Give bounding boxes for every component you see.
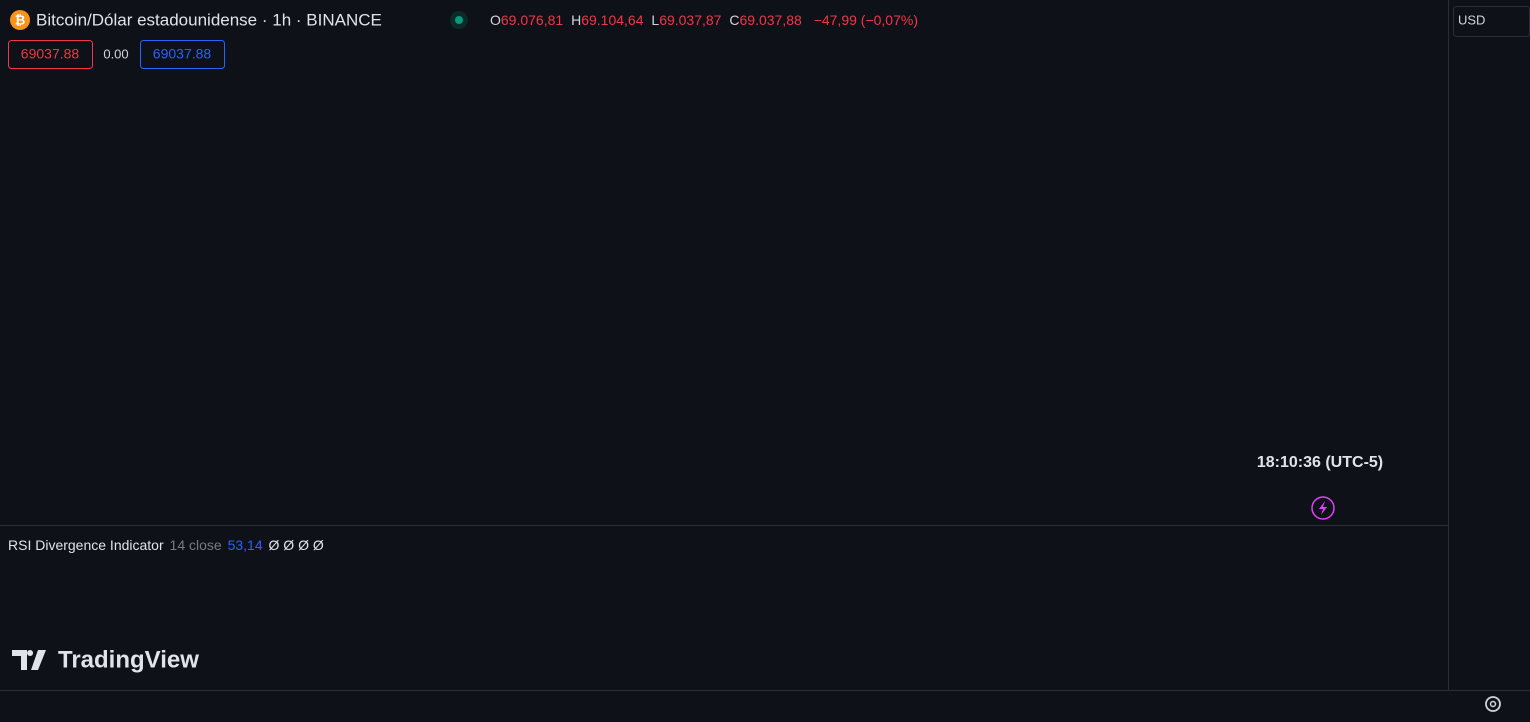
sell-button[interactable] (8, 40, 93, 69)
currency: USD (1458, 12, 1485, 27)
indicator-name: RSI Divergence Indicator (8, 537, 164, 553)
clock: 18:10:36 (UTC-5) (1257, 454, 1383, 471)
ohlc-key: O (490, 12, 501, 28)
ohlc-key: L (651, 12, 659, 28)
ohlc: O69.076,81 H69.104,64 L69.037,87 C69.037… (490, 12, 918, 28)
symbol-title[interactable]: Bitcoin/Dólar estadounidense · 1h · BINA… (36, 10, 382, 29)
ohlc-key: H (571, 12, 581, 28)
buy-price: 69037.88 (153, 46, 212, 62)
price-change: −47,99 (−0,07%) (814, 12, 918, 28)
settings-icon-center (1489, 700, 1497, 708)
ohlc-value: 69.104,64 (581, 12, 643, 28)
indicator-params: 14 close (170, 537, 222, 553)
lightning (1319, 501, 1327, 515)
ohlc-value: 69.076,81 (501, 12, 563, 28)
ohlc-key: C (729, 12, 739, 28)
alert-icon[interactable] (1311, 496, 1335, 520)
coin-icon (10, 10, 30, 30)
buy-button[interactable] (140, 40, 225, 69)
indicator-flags: Ø Ø Ø Ø (269, 537, 324, 553)
coin-symbol: ₿ (15, 12, 26, 27)
logo-icon (12, 650, 46, 670)
indicator-legend[interactable]: RSI Divergence Indicator 14 close 53,14 … (8, 537, 324, 553)
market-status-dot (455, 16, 463, 24)
sell-price: 69037.88 (21, 46, 80, 62)
indicator-value: 53,14 (228, 537, 263, 553)
logo-text: TradingView (58, 646, 199, 673)
ohlc-value: 69.037,87 (659, 12, 721, 28)
settings-icon[interactable] (1485, 696, 1501, 712)
spread: 0.00 (103, 46, 128, 61)
ohlc-value: 69.037,88 (740, 12, 802, 28)
